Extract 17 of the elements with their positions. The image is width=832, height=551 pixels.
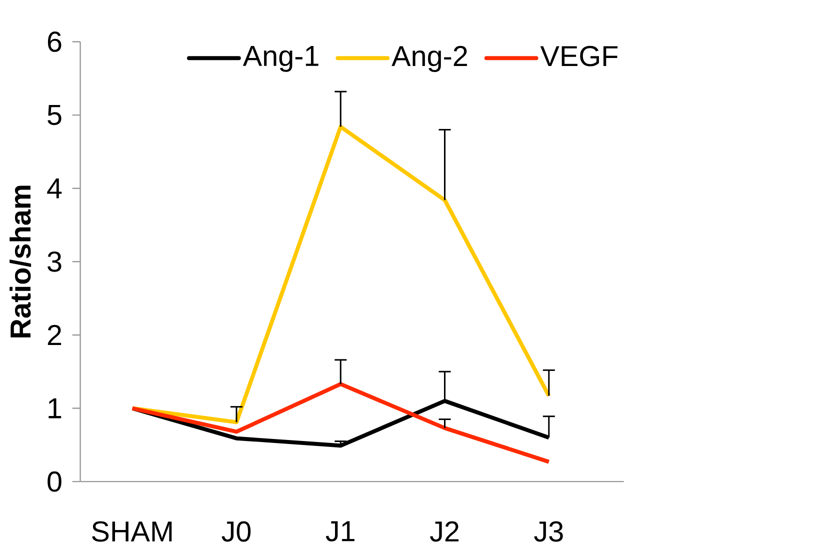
line-series xyxy=(130,382,551,464)
x-tick-label: J3 xyxy=(534,521,563,542)
y-tick-label: 2 xyxy=(48,324,62,345)
y-axis-title: Ratio/sham xyxy=(10,186,32,338)
x-tick-label: J0 xyxy=(222,521,251,542)
x-tick-label: J1 xyxy=(326,521,354,542)
y-tick-label: 4 xyxy=(47,178,62,198)
x-tick-label: SHAM xyxy=(92,521,172,542)
y-tick-label: 3 xyxy=(48,251,62,272)
y-tick-label: 0 xyxy=(48,471,62,492)
legend-label: Ang-1 xyxy=(242,46,318,72)
legend-label: VEGF xyxy=(540,46,618,66)
legend-label: Ang-2 xyxy=(392,46,467,72)
y-tick-label: 5 xyxy=(48,104,62,125)
x-tick-label: J2 xyxy=(430,521,459,542)
y-tick-label: 1 xyxy=(48,398,62,418)
y-tick-label: 6 xyxy=(48,31,62,52)
